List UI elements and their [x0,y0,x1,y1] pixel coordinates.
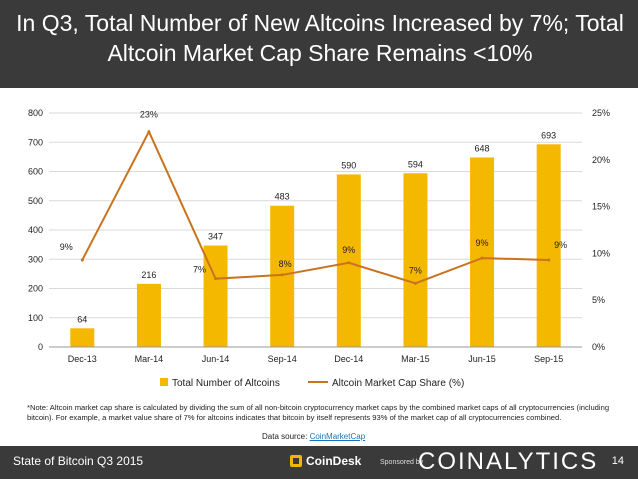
legend: Total Number of Altcoins Altcoin Market … [160,378,464,389]
x-tick-label: Sep-15 [534,354,563,364]
line-series [80,129,551,285]
x-tick-label: Jun-14 [202,354,230,364]
bar-value-label: 590 [341,160,356,170]
bar [336,174,361,347]
bar-value-label: 594 [408,159,423,169]
y-right-tick-label: 5% [592,295,605,305]
page-title: In Q3, Total Number of New Altcoins Incr… [16,10,624,66]
y-left-tick-label: 100 [28,313,43,323]
line-point [80,258,84,262]
line-value-label: 9% [60,242,73,252]
data-source: Data source: CoinMarketCap [262,432,365,441]
title-bar: In Q3, Total Number of New Altcoins Incr… [0,0,638,88]
gridlines [49,112,582,348]
line-point [413,281,417,285]
bar-value-label: 483 [275,192,290,202]
x-tick-label: Jun-15 [468,354,496,364]
left-axis: 0 100 200 300 400 500 600 700 800 [28,108,43,352]
y-left-tick-label: 400 [28,225,43,235]
bar-value-label: 648 [475,143,490,153]
legend-bar-label: Total Number of Altcoins [172,378,280,389]
y-right-tick-label: 25% [592,108,610,118]
line-point [214,277,218,281]
line-value-label: 8% [279,259,292,269]
x-tick-label: Dec-13 [68,354,97,364]
share-line [81,129,549,285]
x-tick-label: Mar-14 [135,354,164,364]
bar [203,245,228,347]
bar-labels: 64 216 347 483 590 594 648 693 [77,130,556,324]
line-point [547,258,551,262]
y-left-tick-label: 500 [28,196,43,206]
coinalytics-logo: COINALYTICS [418,448,599,475]
bar-value-label: 693 [541,130,556,140]
bar-value-label: 347 [208,232,223,242]
bar [70,328,95,347]
line-point [147,130,151,134]
line-value-label: 7% [193,265,206,275]
legend-bar-swatch [160,378,168,386]
bar-value-label: 216 [141,270,156,280]
legend-line-label: Altcoin Market Cap Share (%) [332,378,464,389]
page-number: 14 [611,455,624,467]
line-value-label: 9% [476,238,489,248]
line-value-label: 9% [554,240,567,250]
footer-title: State of Bitcoin Q3 2015 [13,454,144,468]
line-point [347,261,351,265]
x-tick-label: Sep-14 [268,354,297,364]
bar [136,283,161,347]
y-left-tick-label: 200 [28,284,43,294]
x-tick-label: Mar-15 [401,354,430,364]
line-point [480,256,484,260]
coindesk-text: CoinDesk [306,454,362,468]
bar [470,157,495,347]
line-labels: 9% 23% 7% 8% 9% 7% 9% 9% [60,110,567,276]
bar-value-label: 64 [77,314,87,324]
x-tick-label: Dec-14 [334,354,363,364]
y-right-tick-label: 10% [592,248,610,258]
sponsored-by: Sponsored by [380,459,424,466]
line-value-label: 7% [409,265,422,275]
y-right-tick-label: 0% [592,342,605,352]
y-right-tick-label: 15% [592,202,610,212]
y-left-tick-label: 0 [38,342,43,352]
bar [403,173,428,347]
data-source-link[interactable]: CoinMarketCap [309,432,366,441]
chart: 0 100 200 300 400 500 600 700 800 0% 5% 10% 15% 20% 2… [28,108,610,389]
right-axis: 0% 5% 10% 15% 20% 25% [592,108,610,352]
footer: State of Bitcoin Q3 2015 CoinDesk Sponso… [0,446,638,479]
coindesk-logo: CoinDesk [290,454,361,468]
bar [536,144,561,347]
line-value-label: 23% [140,110,158,120]
y-right-tick-label: 20% [592,155,610,165]
y-left-tick-label: 300 [28,254,43,264]
y-left-tick-label: 600 [28,167,43,177]
y-left-tick-label: 800 [28,108,43,118]
footnote: *Note: Altcoin market cap share is calcu… [27,403,610,422]
data-source-prefix: Data source: [262,432,310,441]
coindesk-icon [290,455,302,467]
line-value-label: 9% [342,245,355,255]
x-axis: Dec-13 Mar-14 Jun-14 Sep-14 Dec-14 Mar-15 Jun-… [49,346,582,364]
bars [70,144,561,347]
y-left-tick-label: 700 [28,137,43,147]
line-point [280,273,284,277]
